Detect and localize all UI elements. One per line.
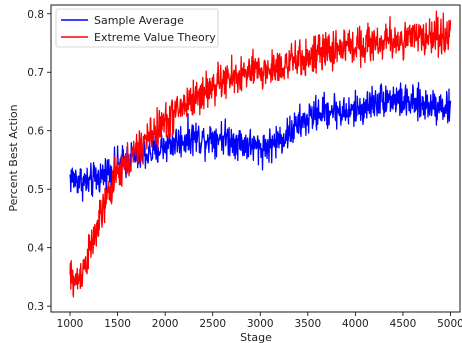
- x-tick-label: 2500: [199, 318, 226, 330]
- x-tick-label: 5000: [437, 318, 462, 330]
- legend-label-sample-average: Sample Average: [94, 14, 184, 27]
- x-tick-label: 4000: [342, 318, 369, 330]
- y-tick-label: 0.4: [27, 243, 44, 255]
- x-tick-label: 1500: [104, 318, 131, 330]
- series-layer: [69, 10, 452, 298]
- legend: Sample Average Extreme Value Theory: [55, 8, 219, 48]
- y-tick-label: 0.5: [27, 184, 44, 196]
- x-tick-label: 3000: [247, 318, 274, 330]
- plot-frame: [50, 4, 461, 313]
- y-tick-label: 0.7: [27, 67, 44, 79]
- x-tick-label: 3500: [294, 318, 321, 330]
- legend-label-extreme-value-theory: Extreme Value Theory: [94, 31, 216, 44]
- legend-box: [55, 8, 219, 48]
- x-axis-label: Stage: [240, 331, 272, 343]
- series-line-extreme-value-theory: [69, 10, 452, 298]
- y-tick-label: 0.3: [27, 301, 44, 313]
- ticks-layer: 1000 1500 2000 2500 3000 3500 4000 4500 5000 0.3 0…: [27, 9, 462, 330]
- x-tick-label: 4500: [390, 318, 417, 330]
- x-tick-label: 1000: [57, 318, 84, 330]
- x-tick-label: 2000: [152, 318, 179, 330]
- y-tick-label: 0.8: [27, 9, 44, 21]
- y-axis-label: Percent Best Action: [7, 104, 20, 211]
- y-tick-label: 0.6: [27, 126, 44, 138]
